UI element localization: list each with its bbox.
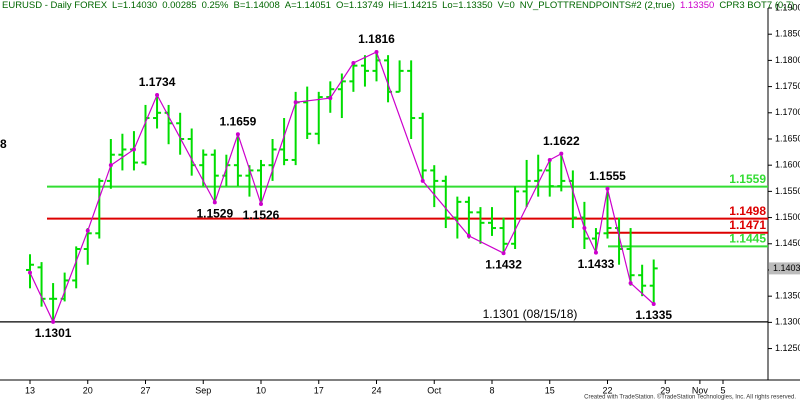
header-item: Hi=1.14215 bbox=[388, 0, 438, 11]
header-item: EURUSD - Daily FOREX bbox=[2, 0, 108, 11]
y-tick-label: 1.1750 bbox=[775, 81, 800, 91]
header-item: Lo=1.13350 bbox=[442, 0, 493, 11]
x-tick-label: 13 bbox=[25, 385, 35, 395]
y-tick-label: 1.1500 bbox=[775, 212, 800, 222]
y-tick-label: 1.1800 bbox=[775, 55, 800, 65]
swing-point bbox=[85, 228, 90, 233]
x-tick-label: 24 bbox=[371, 385, 381, 395]
header-item: L=1.14030 bbox=[112, 0, 158, 11]
level-label: 1.1471 bbox=[729, 218, 766, 232]
header-item: CPR3 BOT7 (0,7) bbox=[719, 0, 795, 11]
x-tick-label: Sep bbox=[195, 385, 211, 395]
pivot-label: 1.1622 bbox=[543, 134, 580, 148]
x-tick-label: Nov bbox=[692, 385, 709, 395]
edge-label: 8 bbox=[0, 137, 7, 151]
swing-point bbox=[466, 233, 471, 238]
x-tick-label: 17 bbox=[314, 385, 324, 395]
swing-point bbox=[155, 92, 160, 97]
pivot-label: 1.1526 bbox=[243, 208, 280, 222]
swing-point bbox=[628, 281, 633, 286]
swing-point bbox=[605, 186, 610, 191]
swing-point bbox=[328, 96, 333, 101]
x-tick-label: 15 bbox=[545, 385, 555, 395]
swing-point bbox=[501, 251, 506, 256]
x-tick-label: 10 bbox=[256, 385, 266, 395]
header-item: NV_PLOTTRENDPOINTS#2 (2,true) bbox=[519, 0, 675, 11]
x-tick-label: 20 bbox=[83, 385, 93, 395]
header-item: 1.13350 bbox=[679, 0, 715, 11]
header-item: V=0 bbox=[497, 0, 515, 11]
footer: Created with TradeStation. ©TradeStation… bbox=[584, 394, 796, 401]
swing-point bbox=[259, 201, 263, 206]
swing-point bbox=[212, 200, 217, 205]
last-price-box bbox=[769, 262, 800, 275]
header-item: B=1.14008 bbox=[233, 0, 280, 11]
swing-point bbox=[547, 157, 552, 162]
pivot-label: 1.1433 bbox=[578, 257, 615, 271]
pivot-label: 1.1659 bbox=[220, 114, 257, 128]
y-tick-label: 1.1900 bbox=[775, 2, 800, 12]
swing-point bbox=[351, 61, 356, 66]
level-label: 1.1559 bbox=[729, 172, 766, 186]
level-label: 1.1498 bbox=[729, 204, 766, 218]
swing-point bbox=[559, 151, 564, 156]
swing-point bbox=[131, 147, 136, 152]
pivot-label: 1.1432 bbox=[485, 257, 522, 271]
header-item: 0.25% bbox=[201, 0, 229, 11]
last-price-label: 1.1403 bbox=[773, 263, 800, 273]
y-tick-label: 1.1650 bbox=[775, 133, 800, 143]
pivot-label: 1.1816 bbox=[358, 32, 395, 46]
swing-point bbox=[420, 178, 425, 183]
x-tick-label: 29 bbox=[660, 385, 670, 395]
swing-point bbox=[651, 302, 656, 307]
support-label: 1.1301 (08/15/18) bbox=[483, 307, 578, 321]
y-tick-label: 1.1550 bbox=[775, 186, 800, 196]
swing-point bbox=[108, 163, 113, 168]
y-tick-label: 1.1300 bbox=[775, 317, 800, 327]
x-tick-label: 5 bbox=[720, 385, 725, 395]
y-tick-label: 1.1450 bbox=[775, 238, 800, 248]
swing-point bbox=[51, 319, 56, 324]
y-tick-label: 1.1700 bbox=[775, 107, 800, 117]
x-tick-label: 27 bbox=[140, 385, 150, 395]
x-tick-label: Oct bbox=[427, 385, 442, 395]
swing-point bbox=[593, 250, 598, 255]
header: EURUSD - Daily FOREX L=1.14030 0.00285 0.25… bbox=[2, 0, 800, 12]
y-tick-label: 1.1250 bbox=[775, 343, 800, 353]
y-tick-label: 1.1850 bbox=[775, 29, 800, 39]
swing-point bbox=[28, 270, 32, 275]
swing-point bbox=[582, 226, 587, 231]
x-tick-label: 8 bbox=[489, 385, 494, 395]
level-label: 1.1445 bbox=[729, 232, 766, 246]
pivot-label: 1.1734 bbox=[139, 75, 176, 89]
pivot-label: 1.1301 bbox=[35, 326, 72, 340]
swing-point bbox=[293, 100, 298, 105]
header-item: O=1.13749 bbox=[335, 0, 384, 11]
pivot-label: 1.1555 bbox=[589, 169, 626, 183]
header-item: A=1.14051 bbox=[284, 0, 331, 11]
pivot-label: 1.1335 bbox=[635, 308, 672, 322]
swing-point bbox=[235, 132, 240, 137]
y-tick-label: 1.1350 bbox=[775, 291, 800, 301]
swing-point bbox=[374, 50, 379, 55]
x-tick-label: 22 bbox=[602, 385, 612, 395]
pivot-label: 1.1529 bbox=[196, 207, 233, 221]
header-item: 0.00285 bbox=[162, 0, 197, 11]
y-tick-label: 1.1600 bbox=[775, 160, 800, 170]
